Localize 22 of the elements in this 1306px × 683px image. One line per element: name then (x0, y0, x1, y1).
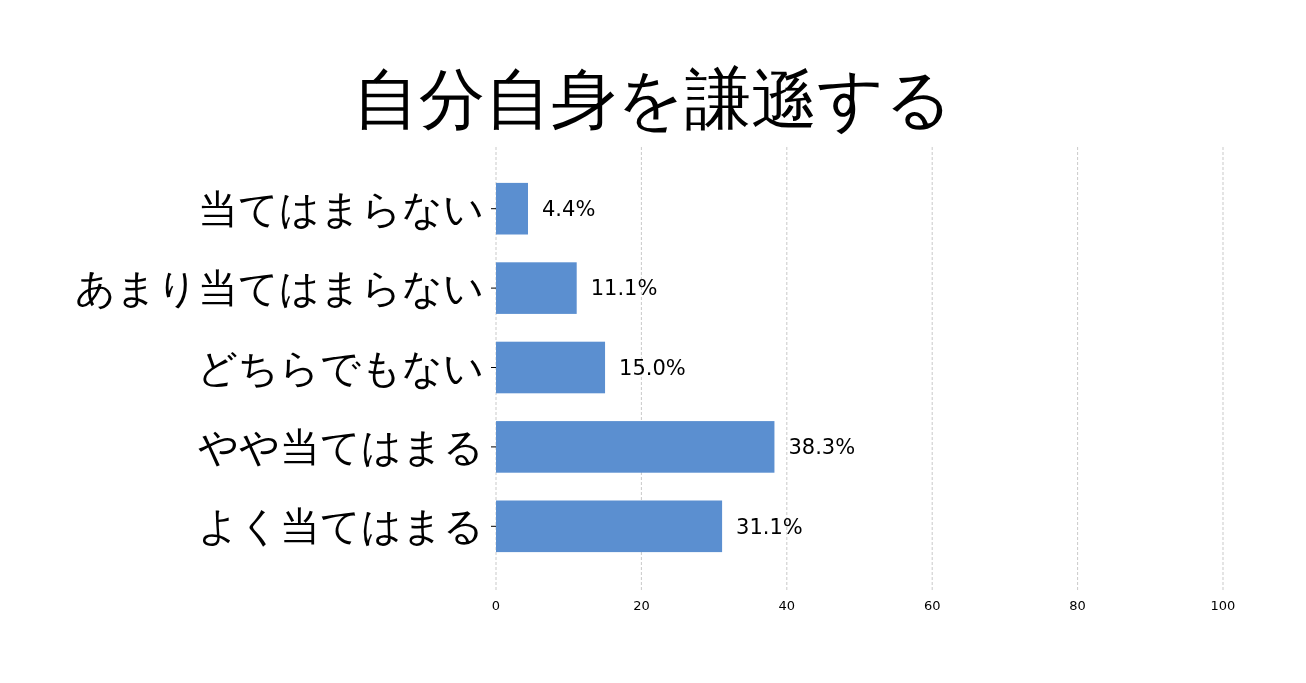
chart-title: 自分自身を謙遜する (353, 61, 953, 138)
y-tick-label: よく当てはまる (198, 503, 484, 550)
bar (496, 182, 528, 235)
x-tick-label: 100 (1210, 598, 1236, 613)
data-label: 15.0% (619, 355, 686, 380)
bar (496, 421, 775, 473)
x-tick-label: 60 (923, 598, 941, 613)
x-tick-label: 0 (491, 598, 501, 613)
data-label: 38.3% (788, 435, 856, 460)
bar (496, 500, 723, 553)
x-tick-label: 80 (1069, 598, 1086, 613)
data-label: 31.1% (736, 514, 803, 539)
data-label: 11.1% (590, 276, 658, 301)
data-label: 4.4% (541, 197, 596, 222)
y-tick-label: どちらでもない (197, 344, 484, 391)
y-tick-label: やや当てはまる (198, 423, 484, 470)
y-tick-label: 当てはまらない (198, 185, 484, 232)
x-tick-label: 40 (778, 598, 796, 613)
bar (496, 262, 577, 314)
x-tick-label: 20 (633, 598, 650, 613)
y-tick-label: あまり当てはまらない (75, 265, 484, 312)
bar (496, 341, 606, 394)
